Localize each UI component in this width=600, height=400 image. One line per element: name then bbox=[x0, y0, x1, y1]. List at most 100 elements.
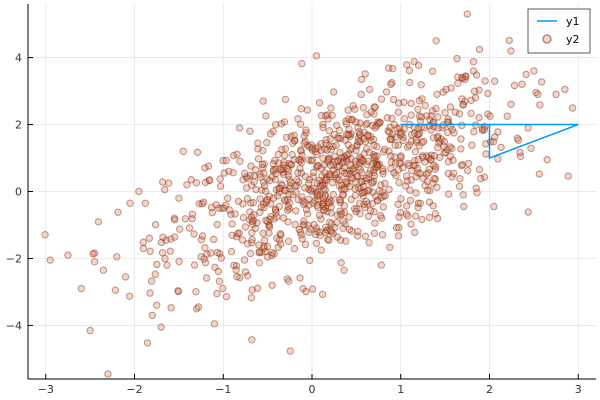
scatter-point bbox=[432, 104, 440, 113]
scatter-point bbox=[228, 231, 236, 240]
scatter-point bbox=[275, 236, 284, 244]
scatter-point bbox=[384, 127, 392, 135]
scatter-point bbox=[158, 249, 167, 257]
scatter-point bbox=[146, 289, 154, 297]
scatter-point bbox=[410, 57, 418, 66]
scatter-point bbox=[284, 202, 292, 211]
scatter-point bbox=[374, 161, 382, 169]
scatter-point bbox=[185, 224, 194, 232]
scatter-point bbox=[354, 134, 363, 142]
scatter-point bbox=[262, 112, 270, 120]
scatter-point bbox=[300, 139, 308, 148]
scatter-point bbox=[442, 85, 450, 94]
scatter-point bbox=[261, 236, 269, 245]
scatter-point bbox=[351, 191, 360, 200]
scatter-point bbox=[351, 157, 359, 166]
scatter-point bbox=[257, 203, 265, 211]
scatter-point bbox=[233, 273, 241, 281]
scatter-point bbox=[326, 171, 335, 179]
scatter-point bbox=[480, 126, 489, 134]
scatter-point bbox=[421, 101, 429, 110]
scatter-point bbox=[289, 191, 297, 199]
scatter-point bbox=[372, 160, 381, 169]
scatter-point bbox=[139, 238, 148, 246]
scatter-point bbox=[259, 200, 268, 208]
scatter-point bbox=[232, 266, 240, 274]
scatter-point bbox=[323, 226, 331, 235]
scatter-point bbox=[357, 154, 365, 162]
scatter-point bbox=[317, 164, 325, 173]
scatter-point bbox=[318, 172, 326, 180]
scatter-point bbox=[280, 118, 289, 126]
scatter-point bbox=[568, 104, 577, 112]
scatter-point bbox=[473, 189, 481, 197]
scatter-point bbox=[291, 136, 299, 145]
scatter-point bbox=[317, 246, 325, 254]
scatter-point bbox=[362, 174, 370, 182]
scatter-point bbox=[309, 199, 317, 207]
scatter-point bbox=[404, 212, 412, 220]
scatter-point bbox=[459, 101, 467, 109]
scatter-point bbox=[327, 220, 336, 228]
scatter-point bbox=[338, 181, 346, 189]
scatter-point bbox=[370, 154, 378, 162]
scatter-point bbox=[458, 74, 467, 83]
scatter-point bbox=[355, 163, 363, 171]
scatter-point bbox=[411, 161, 419, 169]
scatter-point bbox=[253, 284, 262, 292]
scatter-point bbox=[353, 205, 361, 213]
scatter-point bbox=[299, 221, 307, 229]
scatter-point bbox=[376, 212, 385, 220]
scatter-point bbox=[463, 10, 471, 18]
scatter-point bbox=[213, 248, 222, 257]
scatter-point bbox=[302, 287, 310, 296]
scatter-point bbox=[412, 136, 421, 144]
scatter-point bbox=[296, 157, 304, 165]
scatter-point bbox=[475, 165, 484, 174]
scatter-point bbox=[444, 169, 453, 178]
scatter-point bbox=[304, 221, 312, 230]
scatter-point bbox=[371, 219, 379, 227]
scatter-point bbox=[379, 148, 388, 156]
scatter-point bbox=[355, 153, 364, 161]
scatter-point bbox=[305, 175, 314, 184]
scatter-point bbox=[230, 261, 238, 270]
scatter-point bbox=[414, 155, 422, 164]
scatter-point bbox=[434, 113, 442, 121]
scatter-point bbox=[351, 105, 359, 113]
scatter-point bbox=[260, 169, 268, 177]
scatter-point bbox=[469, 67, 478, 75]
scatter-point bbox=[379, 167, 387, 176]
scatter-point bbox=[441, 109, 449, 117]
scatter-point bbox=[349, 168, 358, 176]
scatter-point bbox=[392, 133, 400, 141]
scatter-point bbox=[371, 152, 379, 161]
scatter-point bbox=[414, 125, 422, 133]
scatter-point bbox=[415, 97, 424, 105]
scatter-point bbox=[464, 159, 473, 168]
scatter-point bbox=[316, 181, 324, 190]
scatter-point bbox=[265, 221, 273, 230]
scatter-point bbox=[416, 169, 424, 178]
scatter-point bbox=[309, 168, 318, 177]
scatter-point bbox=[365, 170, 373, 178]
scatter-point bbox=[342, 117, 350, 126]
scatter-point bbox=[174, 287, 182, 295]
scatter-point bbox=[388, 114, 396, 123]
scatter-point bbox=[303, 106, 312, 114]
scatter-point bbox=[324, 235, 332, 244]
scatter-point bbox=[307, 186, 315, 194]
scatter-point bbox=[354, 138, 362, 146]
scatter-point bbox=[390, 121, 398, 129]
scatter-point bbox=[369, 188, 377, 196]
scatter-point bbox=[175, 194, 183, 202]
scatter-point bbox=[373, 142, 381, 151]
scatter-point bbox=[460, 202, 468, 211]
scatter-point bbox=[319, 181, 327, 190]
scatter-point bbox=[263, 217, 272, 226]
scatter-point bbox=[362, 121, 370, 129]
scatter-point bbox=[197, 253, 205, 261]
scatter-point bbox=[564, 172, 572, 180]
scatter-point bbox=[227, 247, 236, 256]
scatter-point bbox=[370, 165, 378, 174]
